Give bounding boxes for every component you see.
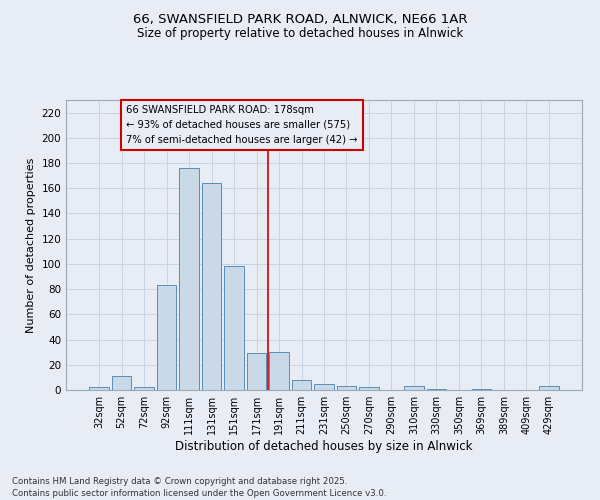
Bar xyxy=(247,354,266,390)
Text: 66, SWANSFIELD PARK ROAD, ALNWICK, NE66 1AR: 66, SWANSFIELD PARK ROAD, ALNWICK, NE66 … xyxy=(133,12,467,26)
Bar xyxy=(157,286,176,390)
Bar xyxy=(134,388,154,390)
X-axis label: Distribution of detached houses by size in Alnwick: Distribution of detached houses by size … xyxy=(175,440,473,453)
Bar xyxy=(404,386,424,390)
Bar xyxy=(314,384,334,390)
Text: Size of property relative to detached houses in Alnwick: Size of property relative to detached ho… xyxy=(137,28,463,40)
Text: 66 SWANSFIELD PARK ROAD: 178sqm
← 93% of detached houses are smaller (575)
7% of: 66 SWANSFIELD PARK ROAD: 178sqm ← 93% of… xyxy=(126,105,358,144)
Bar xyxy=(112,376,131,390)
Bar xyxy=(202,183,221,390)
Bar xyxy=(427,388,446,390)
Bar xyxy=(179,168,199,390)
Bar xyxy=(337,386,356,390)
Y-axis label: Number of detached properties: Number of detached properties xyxy=(26,158,36,332)
Bar xyxy=(472,388,491,390)
Text: Contains HM Land Registry data © Crown copyright and database right 2025.
Contai: Contains HM Land Registry data © Crown c… xyxy=(12,476,386,498)
Bar xyxy=(224,266,244,390)
Bar xyxy=(292,380,311,390)
Bar xyxy=(359,388,379,390)
Bar xyxy=(269,352,289,390)
Bar xyxy=(89,388,109,390)
Bar xyxy=(539,386,559,390)
